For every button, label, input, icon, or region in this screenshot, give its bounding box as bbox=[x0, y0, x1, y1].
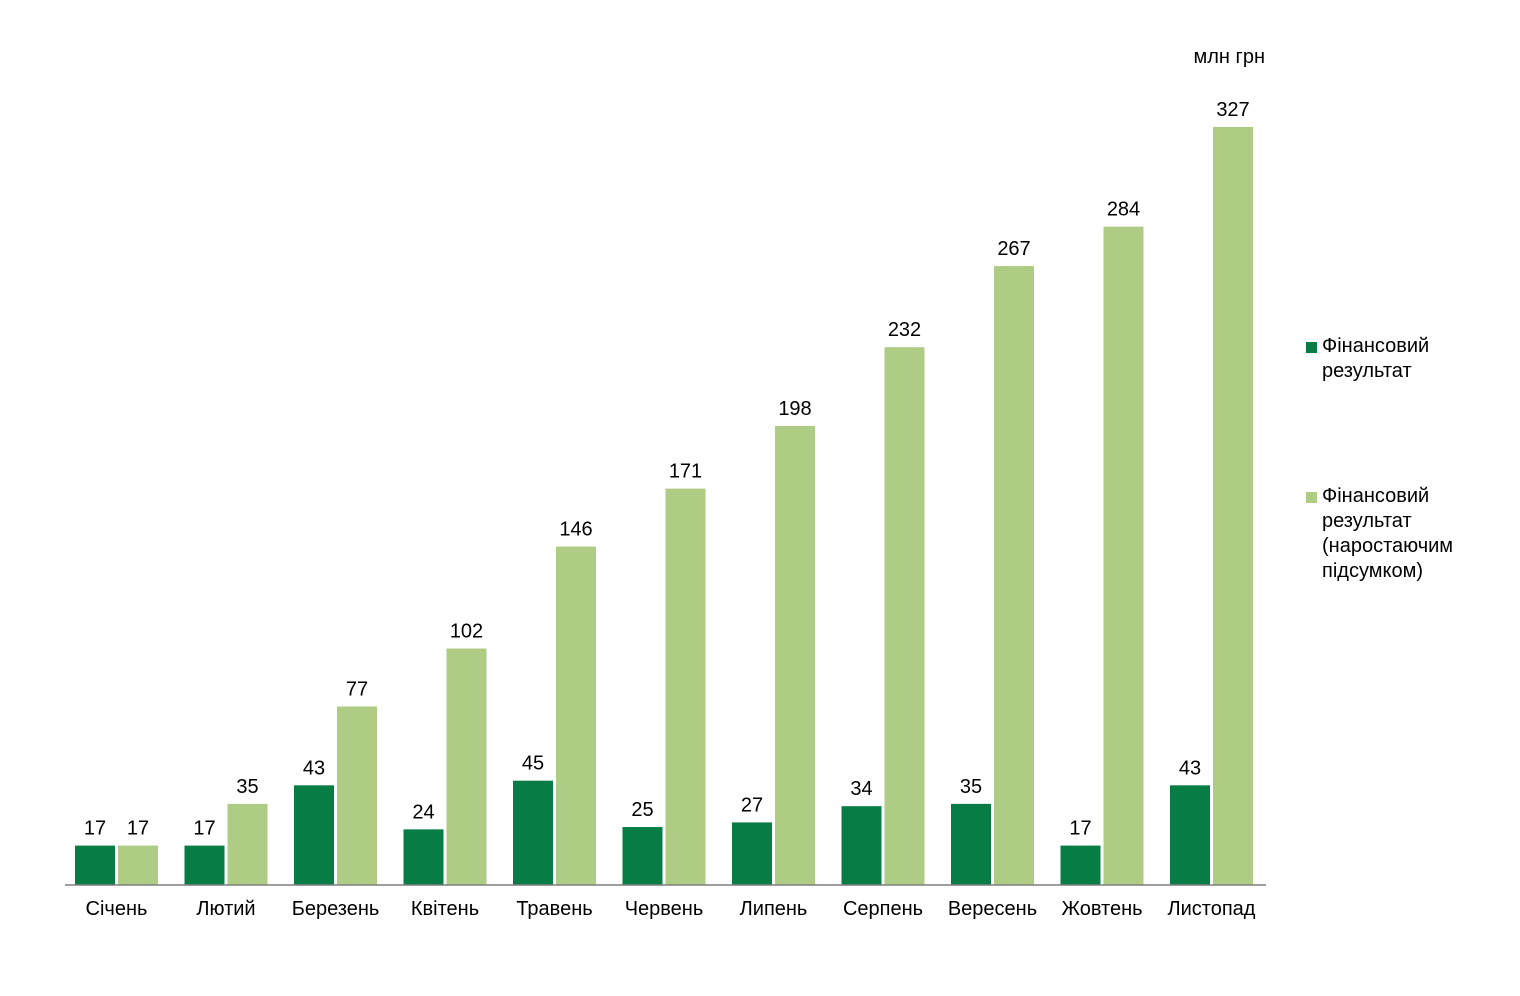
value-label-monthly-0: 17 bbox=[84, 818, 106, 840]
bar-cumulative-2 bbox=[337, 706, 377, 885]
value-label-monthly-8: 35 bbox=[960, 776, 982, 798]
bar-cumulative-1 bbox=[227, 803, 268, 885]
value-label-cumulative-0: 17 bbox=[127, 818, 149, 840]
value-label-monthly-9: 17 bbox=[1069, 818, 1091, 840]
bar-monthly-7 bbox=[841, 806, 882, 885]
category-label-7: Серпень bbox=[843, 898, 923, 920]
bar-monthly-2 bbox=[294, 785, 334, 885]
bar-cumulative-5 bbox=[665, 488, 706, 885]
legend-item-monthly: Фінансовий результат bbox=[1306, 334, 1506, 384]
value-label-monthly-1: 17 bbox=[193, 818, 215, 840]
category-label-0: Січень bbox=[86, 898, 148, 920]
category-label-4: Травень bbox=[516, 898, 592, 920]
bar-monthly-5 bbox=[622, 827, 663, 885]
category-label-6: Липень bbox=[740, 898, 808, 920]
category-label-2: Березень bbox=[292, 898, 380, 920]
bar-monthly-0 bbox=[75, 845, 115, 885]
value-label-monthly-2: 43 bbox=[303, 757, 325, 779]
value-label-monthly-3: 24 bbox=[412, 801, 434, 823]
value-label-cumulative-2: 77 bbox=[346, 679, 368, 701]
bar-cumulative-10 bbox=[1213, 127, 1253, 885]
value-label-monthly-7: 34 bbox=[850, 778, 872, 800]
value-label-cumulative-6: 198 bbox=[778, 398, 811, 420]
bar-cumulative-3 bbox=[446, 648, 487, 885]
value-labels-layer: 17 17 17 35 43 77 24 102 45 146 25 171 27 198 34 232 35 2… bbox=[84, 99, 1250, 840]
value-label-monthly-5: 25 bbox=[631, 799, 653, 821]
category-label-5: Червень bbox=[625, 898, 704, 920]
legend-item-cumulative: Фінансовий результат (наростаючим підсум… bbox=[1306, 484, 1506, 584]
bar-cumulative-4 bbox=[556, 546, 596, 885]
category-label-3: Квітень bbox=[411, 898, 479, 920]
bar-cumulative-0 bbox=[118, 845, 158, 885]
value-label-monthly-10: 43 bbox=[1179, 757, 1201, 779]
bar-cumulative-9 bbox=[1103, 226, 1144, 885]
value-label-cumulative-1: 35 bbox=[236, 776, 258, 798]
bar-monthly-4 bbox=[513, 780, 553, 885]
bar-monthly-1 bbox=[184, 845, 225, 885]
unit-label: млн грн bbox=[1193, 46, 1265, 68]
bar-monthly-6 bbox=[732, 822, 772, 885]
value-label-cumulative-10: 327 bbox=[1216, 99, 1249, 121]
bar-monthly-3 bbox=[403, 829, 444, 885]
category-labels-layer: Січень Лютий Березень Квітень Травень Червень… bbox=[86, 898, 1256, 920]
legend-swatch-monthly bbox=[1306, 342, 1317, 353]
value-label-cumulative-8: 267 bbox=[997, 238, 1030, 260]
value-label-cumulative-4: 146 bbox=[559, 519, 592, 541]
bar-cumulative-8 bbox=[994, 266, 1034, 885]
value-label-cumulative-3: 102 bbox=[450, 621, 483, 643]
legend-label-monthly: Фінансовий результат bbox=[1322, 335, 1430, 382]
value-label-cumulative-5: 171 bbox=[669, 461, 702, 483]
bar-monthly-10 bbox=[1170, 785, 1210, 885]
legend: Фінансовий результат Фінансовий результа… bbox=[1306, 334, 1506, 584]
category-label-1: Лютий bbox=[196, 898, 255, 920]
bar-cumulative-6 bbox=[775, 426, 815, 885]
legend-swatch-cumulative bbox=[1306, 492, 1317, 503]
value-label-cumulative-7: 232 bbox=[888, 319, 921, 341]
bar-monthly-9 bbox=[1060, 845, 1101, 885]
legend-label-cumulative: Фінансовий результат (наростаючим підсум… bbox=[1322, 485, 1454, 582]
value-label-monthly-6: 27 bbox=[741, 794, 763, 816]
category-label-10: Листопад bbox=[1168, 898, 1256, 920]
bars-layer bbox=[75, 127, 1253, 885]
category-label-8: Вересень bbox=[948, 898, 1037, 920]
value-label-cumulative-9: 284 bbox=[1107, 199, 1140, 221]
bar-cumulative-7 bbox=[884, 347, 925, 885]
bar-monthly-8 bbox=[951, 803, 991, 885]
category-label-9: Жовтень bbox=[1061, 898, 1142, 920]
value-label-monthly-4: 45 bbox=[522, 753, 544, 775]
